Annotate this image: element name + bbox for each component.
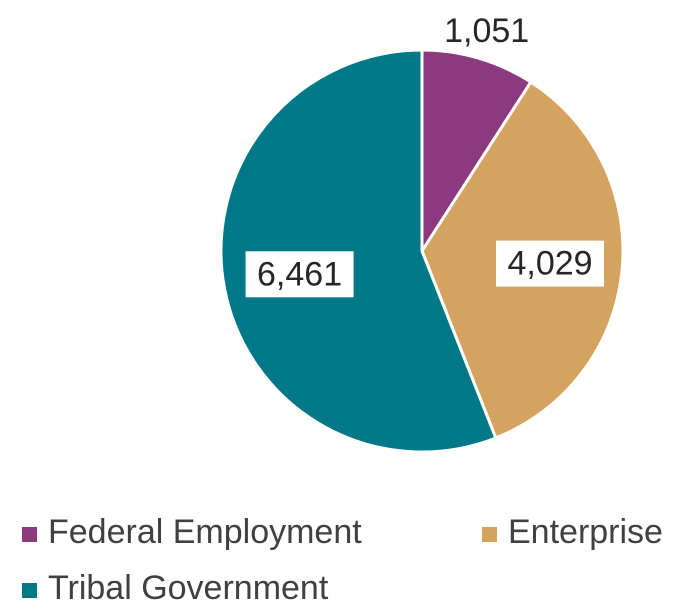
legend-swatch bbox=[22, 583, 37, 598]
legend: Federal Employment Enterprise Tribal Gover… bbox=[22, 513, 663, 607]
data-label-text: 4,029 bbox=[507, 245, 592, 283]
data-label-box bbox=[496, 240, 605, 287]
legend-label: Enterprise bbox=[508, 513, 663, 551]
data-label-text: 1,051 bbox=[444, 12, 529, 50]
legend-label: Tribal Government bbox=[48, 569, 329, 607]
pie-slice-tribal-government bbox=[219, 48, 498, 454]
data-label-tribal-government: 6,461 bbox=[245, 251, 354, 298]
legend-item-federal-employment: Federal Employment bbox=[22, 513, 362, 551]
legend-item-enterprise: Enterprise bbox=[482, 513, 663, 551]
data-labels: 1,051 4,029 6,461 bbox=[245, 12, 605, 298]
data-label-enterprise: 4,029 bbox=[496, 240, 605, 287]
data-label-box bbox=[245, 251, 354, 298]
legend-swatch bbox=[22, 527, 37, 542]
pie-slice-federal-employment bbox=[420, 48, 533, 253]
data-label-text: 6,461 bbox=[257, 255, 342, 293]
legend-swatch bbox=[482, 527, 497, 542]
data-label-federal-employment: 1,051 bbox=[444, 12, 529, 50]
legend-item-tribal-government: Tribal Government bbox=[22, 569, 329, 607]
legend-label: Federal Employment bbox=[48, 513, 362, 551]
